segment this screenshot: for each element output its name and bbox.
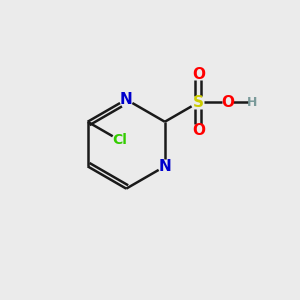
Text: S: S (193, 95, 204, 110)
Text: H: H (247, 96, 257, 109)
Text: O: O (221, 95, 235, 110)
Text: O: O (192, 67, 205, 82)
Text: N: N (158, 159, 171, 174)
Text: Cl: Cl (112, 133, 127, 147)
Text: O: O (192, 123, 205, 138)
Text: N: N (120, 92, 133, 107)
